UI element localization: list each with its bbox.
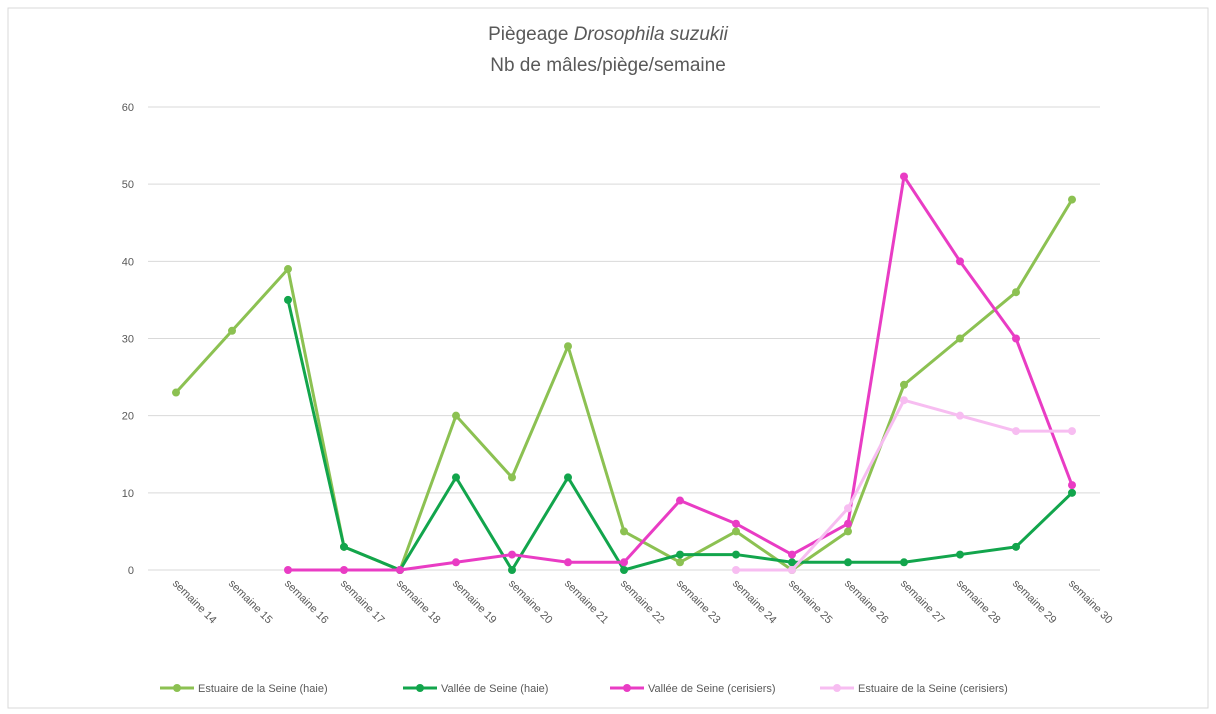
y-tick-label: 50 (122, 179, 134, 191)
data-point (956, 257, 964, 266)
data-point (340, 542, 348, 551)
chart-title: Piègeage Drosophila suzukii (488, 24, 729, 45)
y-tick-label: 0 (128, 565, 134, 577)
data-point (676, 550, 684, 559)
data-point (620, 527, 628, 536)
legend-marker (416, 684, 424, 692)
title-species: Drosophila suzukii (574, 24, 729, 45)
data-point (1012, 427, 1020, 436)
data-point (732, 566, 740, 574)
data-point (1068, 488, 1076, 497)
y-tick-label: 10 (122, 488, 134, 500)
data-point (732, 519, 740, 528)
legend-label: Estuaire de la Seine (haie) (198, 683, 328, 695)
data-point (956, 334, 964, 343)
data-point (732, 527, 740, 536)
y-tick-label: 40 (122, 256, 134, 268)
data-point (844, 558, 852, 567)
data-point (620, 566, 628, 574)
data-point (956, 411, 964, 420)
data-point (452, 411, 460, 420)
legend-label: Vallée de Seine (haie) (441, 683, 548, 695)
data-point (788, 550, 796, 559)
data-point (340, 566, 348, 574)
data-point (732, 550, 740, 559)
legend-label: Estuaire de la Seine (cerisiers) (858, 683, 1008, 695)
data-point (508, 566, 516, 574)
data-point (1068, 481, 1076, 490)
data-point (396, 566, 404, 574)
data-point (900, 558, 908, 567)
title-text: Piègeage (488, 24, 568, 45)
data-point (900, 172, 908, 181)
data-point (956, 550, 964, 559)
data-point (284, 295, 292, 304)
data-point (508, 550, 516, 559)
data-point (508, 473, 516, 482)
data-point (844, 504, 852, 513)
data-point (620, 558, 628, 567)
data-point (1068, 427, 1076, 436)
data-point (284, 265, 292, 274)
data-point (676, 496, 684, 505)
y-tick-label: 60 (122, 102, 134, 114)
data-point (844, 527, 852, 536)
y-tick-label: 20 (122, 411, 134, 423)
legend-marker (623, 684, 631, 692)
data-point (676, 558, 684, 567)
data-point (1012, 542, 1020, 551)
data-point (564, 558, 572, 567)
data-point (1012, 288, 1020, 297)
data-point (1012, 334, 1020, 343)
data-point (452, 558, 460, 567)
data-point (900, 380, 908, 389)
legend-marker (833, 684, 841, 692)
data-point (788, 558, 796, 567)
data-point (564, 342, 572, 351)
data-point (788, 566, 796, 574)
data-point (900, 396, 908, 405)
data-point (1068, 195, 1076, 204)
data-point (564, 473, 572, 482)
data-point (844, 519, 852, 528)
data-point (452, 473, 460, 482)
data-point (284, 566, 292, 574)
legend-label: Vallée de Seine (cerisiers) (648, 683, 776, 695)
data-point (228, 326, 236, 335)
data-point (172, 388, 180, 397)
y-tick-label: 30 (122, 334, 134, 346)
legend-marker (173, 684, 181, 692)
chart-subtitle: Nb de mâles/piège/semaine (490, 55, 726, 76)
